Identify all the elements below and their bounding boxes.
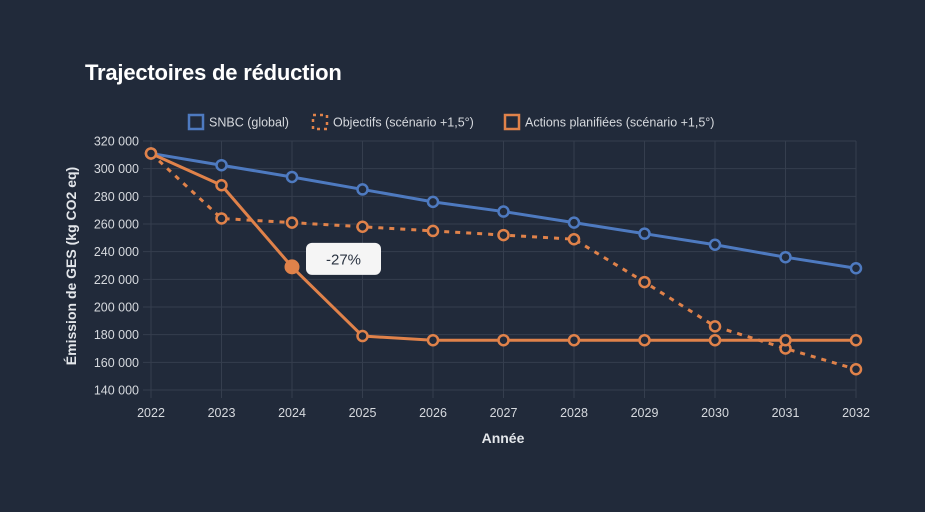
data-point	[144, 147, 158, 160]
x-tick-label: 2024	[278, 406, 306, 420]
data-point	[356, 183, 369, 196]
y-tick-label: 200 000	[94, 301, 139, 315]
legend-item: SNBC (global)	[187, 113, 289, 131]
legend-swatch	[503, 113, 521, 131]
x-tick-label: 2027	[490, 406, 518, 420]
data-point	[356, 220, 369, 234]
series-0	[144, 147, 863, 275]
annotation-box	[306, 242, 381, 275]
x-tick-label: 2032	[842, 406, 870, 420]
y-tick-label: 260 000	[94, 218, 139, 232]
legend-label: Objectifs (scénario +1,5°)	[333, 116, 474, 130]
series-group	[144, 147, 863, 376]
annotation-label: -27%	[326, 251, 361, 268]
y-tick-label: 280 000	[94, 190, 139, 204]
data-point	[356, 329, 369, 343]
y-tick-label: 320 000	[94, 135, 139, 149]
data-point	[567, 232, 581, 246]
legend-item: Objectifs (scénario +1,5°)	[311, 113, 474, 131]
data-point	[285, 216, 299, 229]
data-point	[215, 179, 228, 192]
data-point	[708, 333, 722, 347]
y-tick-label: 300 000	[94, 162, 139, 176]
annotation-group: -27%	[284, 242, 381, 275]
x-axis: 2022 2023 2024 2025 2026 2027 2028 2029 2030 2031…	[137, 406, 870, 420]
data-point	[849, 363, 863, 376]
data-point	[779, 333, 792, 347]
data-point	[638, 275, 651, 289]
y-axis: 140 000 160 000 180 000 200 000 220 000 240 0…	[94, 135, 139, 398]
x-tick-label: 2029	[631, 406, 659, 420]
data-point	[426, 333, 440, 347]
data-point	[215, 158, 228, 172]
x-tick-label: 2023	[208, 406, 236, 420]
data-point	[638, 227, 651, 240]
data-point	[567, 333, 581, 347]
data-point	[497, 333, 510, 347]
data-point	[567, 216, 581, 229]
data-point	[708, 320, 722, 333]
y-tick-label: 180 000	[94, 328, 139, 342]
y-tick-label: 140 000	[94, 384, 139, 398]
series-2	[144, 147, 863, 347]
x-tick-label: 2026	[419, 406, 447, 420]
legend-label: Actions planifiées (scénario +1,5°)	[525, 116, 714, 130]
data-point	[426, 224, 440, 238]
x-tick-label: 2025	[349, 406, 377, 420]
data-point	[849, 262, 863, 275]
legend-item: Actions planifiées (scénario +1,5°)	[503, 113, 714, 131]
y-tick-label: 160 000	[94, 356, 139, 370]
data-point	[638, 333, 651, 347]
data-point	[779, 250, 792, 264]
grid-lines	[143, 140, 857, 398]
data-point	[849, 333, 863, 347]
x-tick-label: 2030	[701, 406, 729, 420]
data-point	[426, 195, 440, 209]
y-tick-label: 240 000	[94, 245, 139, 259]
data-point	[708, 238, 722, 251]
legend-swatch	[311, 113, 329, 131]
data-point	[497, 228, 510, 242]
x-axis-title: Année	[482, 430, 525, 446]
data-point	[285, 170, 299, 184]
chart-title: Trajectoires de réduction	[85, 60, 342, 85]
data-point	[497, 205, 510, 218]
legend-swatch	[187, 113, 205, 131]
legend-label: SNBC (global)	[209, 116, 289, 130]
x-tick-label: 2028	[560, 406, 588, 420]
x-tick-label: 2031	[772, 406, 800, 420]
data-point	[215, 212, 228, 225]
legend: SNBC (global) Objectifs (scénario +1,5°) A…	[187, 113, 714, 131]
y-axis-title: Émission de GES (kg CO2 eq)	[63, 167, 79, 365]
x-tick-label: 2022	[137, 406, 165, 420]
y-tick-label: 220 000	[94, 273, 139, 287]
highlighted-point	[284, 259, 300, 275]
